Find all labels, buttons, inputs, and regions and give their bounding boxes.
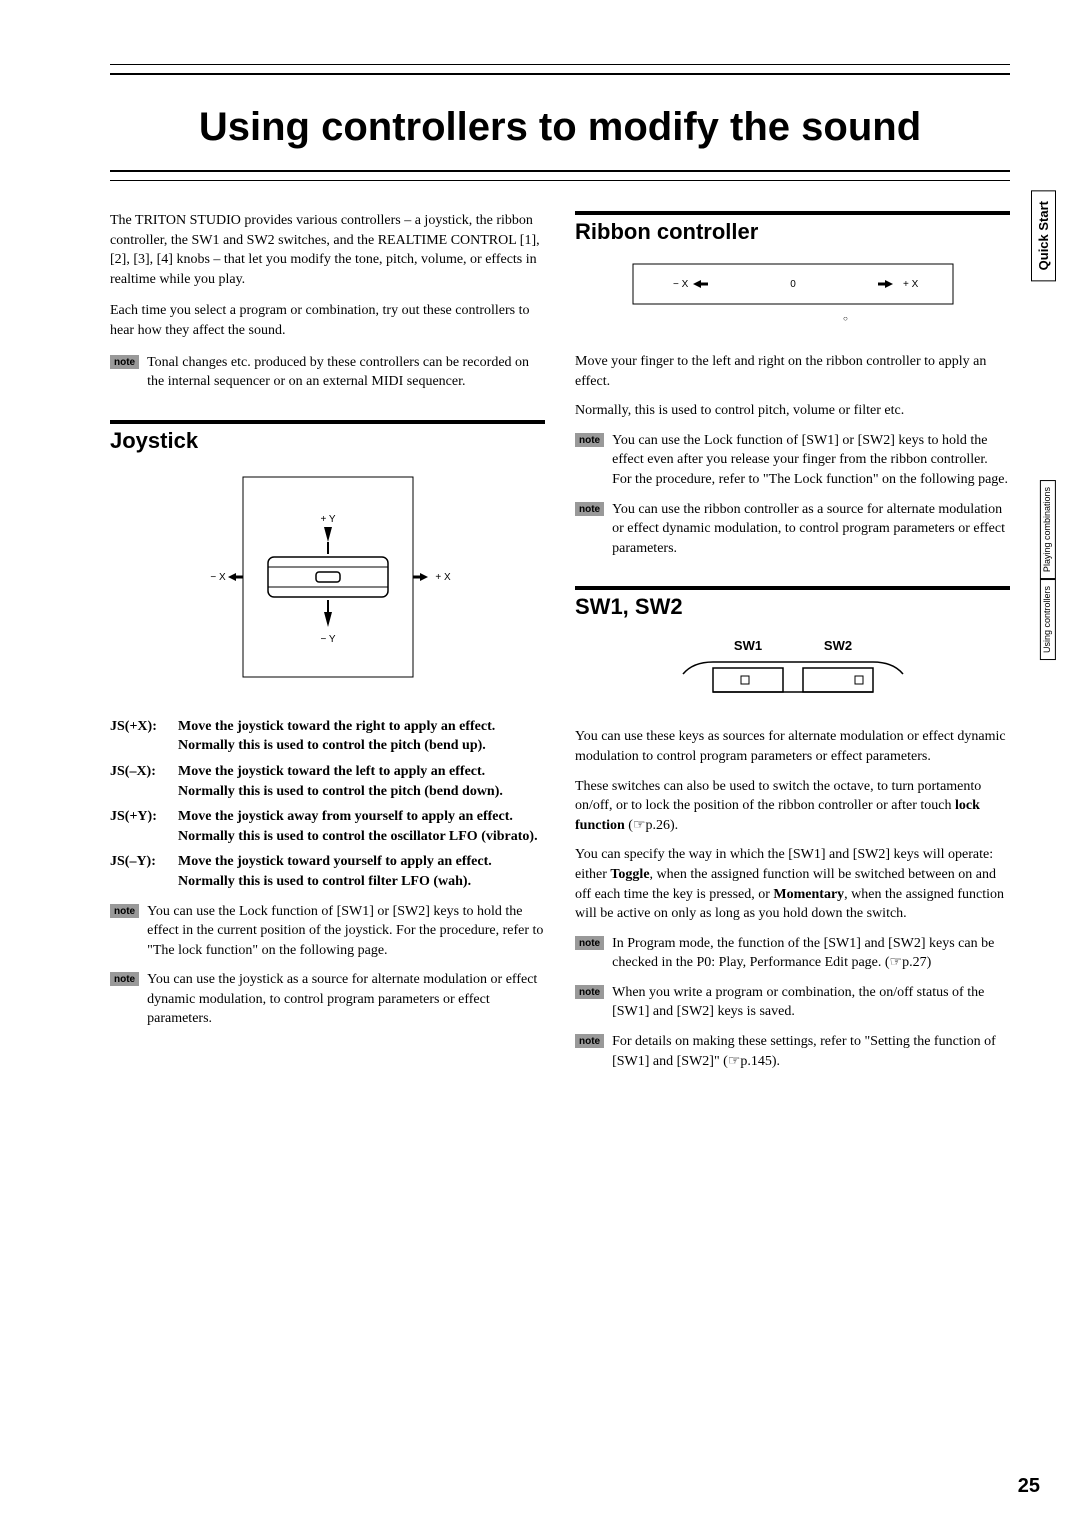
sw-p1: You can use these keys as sources for al… xyxy=(575,727,1010,766)
intro-paragraph-1: The TRITON STUDIO provides various contr… xyxy=(110,211,545,289)
note-badge-icon: note xyxy=(575,985,604,999)
note-text: You can use the Lock function of [SW1] o… xyxy=(147,902,545,961)
side-tab-quick-start: Quick Start xyxy=(1031,190,1056,281)
note-text: You can use the Lock function of [SW1] o… xyxy=(612,431,1010,490)
axis-plus-y: + Y xyxy=(320,514,335,525)
joystick-note-1: note You can use the Lock function of [S… xyxy=(110,902,545,961)
js-def-row: JS(+Y): Move the joystick away from your… xyxy=(110,807,545,846)
sw-diagram: SW1 SW2 xyxy=(575,634,1010,709)
section-divider xyxy=(575,211,1010,215)
side-tab-group-lower: Playing combinations Using controllers xyxy=(1040,480,1056,660)
joystick-definitions: JS(+X): Move the joystick toward the rig… xyxy=(110,717,545,892)
section-divider xyxy=(575,586,1010,590)
joystick-note-2: note You can use the joystick as a sourc… xyxy=(110,970,545,1029)
rule-title-thin xyxy=(110,180,1010,181)
note-badge-icon: note xyxy=(110,972,139,986)
note-badge-icon: note xyxy=(575,433,604,447)
intro-paragraph-2: Each time you select a program or combin… xyxy=(110,301,545,340)
js-label: JS(–X): xyxy=(110,762,168,801)
joystick-diagram: + Y − Y − X + X xyxy=(110,472,545,687)
rule-top-thick xyxy=(110,73,1010,75)
ribbon-p1: Move your finger to the left and right o… xyxy=(575,352,1010,391)
note-text: Tonal changes etc. produced by these con… xyxy=(147,353,545,392)
note-badge-icon: note xyxy=(575,936,604,950)
side-tab-group-top: Quick Start xyxy=(1031,190,1056,281)
note-badge-icon: note xyxy=(575,502,604,516)
rule-title-thick xyxy=(110,170,1010,172)
sw1-label: SW1 xyxy=(733,638,761,653)
joystick-heading: Joystick xyxy=(110,428,545,454)
sw-note-2: note When you write a program or combina… xyxy=(575,983,1010,1022)
ribbon-zero: 0 xyxy=(790,279,796,290)
sw-p3: You can specify the way in which the [SW… xyxy=(575,845,1010,923)
left-column: The TRITON STUDIO provides various contr… xyxy=(110,211,545,1081)
sw-heading: SW1, SW2 xyxy=(575,594,1010,620)
note-top: note Tonal changes etc. produced by thes… xyxy=(110,353,545,392)
note-badge-icon: note xyxy=(575,1034,604,1048)
note-text: You can use the joystick as a source for… xyxy=(147,970,545,1029)
js-text: Move the joystick toward the right to ap… xyxy=(178,717,545,756)
js-label: JS(–Y): xyxy=(110,852,168,891)
js-def-row: JS(+X): Move the joystick toward the rig… xyxy=(110,717,545,756)
note-text: When you write a program or combination,… xyxy=(612,983,1010,1022)
ribbon-diagram: − X 0 + X ○ xyxy=(575,259,1010,334)
ribbon-minus-x: − X xyxy=(673,279,689,290)
rule-top-thin xyxy=(110,64,1010,65)
sw-p2: These switches can also be used to switc… xyxy=(575,777,1010,836)
js-text: Move the joystick toward the left to app… xyxy=(178,762,545,801)
note-text: For details on making these settings, re… xyxy=(612,1032,1010,1071)
ribbon-heading: Ribbon controller xyxy=(575,219,1010,245)
js-def-row: JS(–X): Move the joystick toward the lef… xyxy=(110,762,545,801)
note-text: In Program mode, the function of the [SW… xyxy=(612,934,1010,973)
ribbon-plus-x: + X xyxy=(903,279,919,290)
axis-minus-y: − Y xyxy=(320,634,335,645)
sw-p3-b: Toggle xyxy=(610,867,649,882)
ribbon-p2: Normally, this is used to control pitch,… xyxy=(575,401,1010,421)
js-def-row: JS(–Y): Move the joystick toward yoursel… xyxy=(110,852,545,891)
note-badge-icon: note xyxy=(110,904,139,918)
axis-plus-x: + X xyxy=(435,572,451,583)
sw-note-3: note For details on making these setting… xyxy=(575,1032,1010,1071)
js-text: Move the joystick toward yourself to app… xyxy=(178,852,545,891)
js-label: JS(+X): xyxy=(110,717,168,756)
js-label: JS(+Y): xyxy=(110,807,168,846)
right-column: Ribbon controller − X 0 + X ○ Move your … xyxy=(575,211,1010,1081)
js-text: Move the joystick away from yourself to … xyxy=(178,807,545,846)
sw-note-1: note In Program mode, the function of th… xyxy=(575,934,1010,973)
side-tab-using: Using controllers xyxy=(1040,579,1056,660)
note-badge-icon: note xyxy=(110,355,139,369)
sw-p2-c: (☞p.26). xyxy=(625,818,678,833)
side-tab-playing: Playing combinations xyxy=(1040,480,1056,579)
note-text: You can use the ribbon controller as a s… xyxy=(612,500,1010,559)
ribbon-dot: ○ xyxy=(843,314,848,323)
page-number: 25 xyxy=(1018,1475,1040,1498)
page-title: Using controllers to modify the sound xyxy=(110,105,1010,150)
ribbon-note-2: note You can use the ribbon controller a… xyxy=(575,500,1010,559)
sw2-label: SW2 xyxy=(823,638,851,653)
axis-minus-x: − X xyxy=(210,572,226,583)
section-divider xyxy=(110,420,545,424)
sw-p2-a: These switches can also be used to switc… xyxy=(575,779,981,814)
sw-p3-d: Momentary xyxy=(773,887,844,902)
ribbon-note-1: note You can use the Lock function of [S… xyxy=(575,431,1010,490)
